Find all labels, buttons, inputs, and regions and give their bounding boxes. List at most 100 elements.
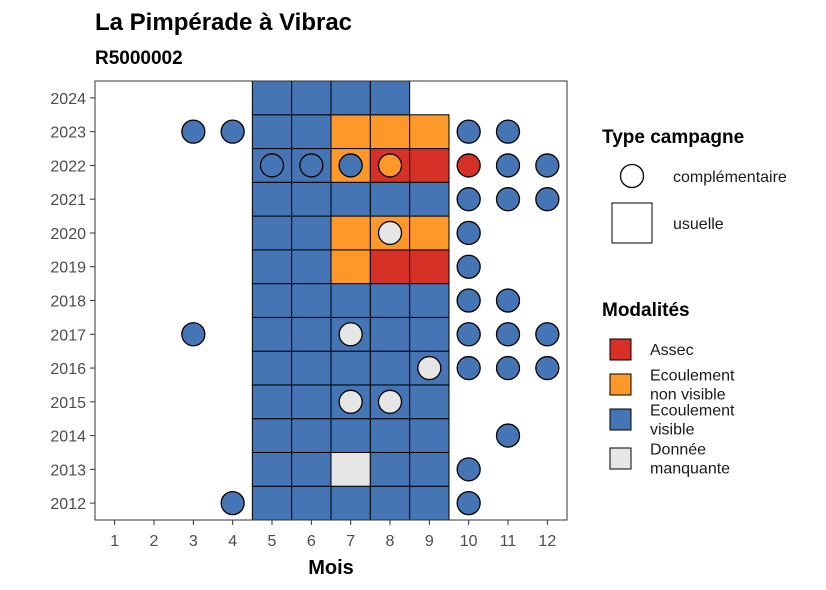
point-2013-10 bbox=[456, 457, 481, 482]
point-2017-3 bbox=[181, 322, 206, 347]
point-2012-4 bbox=[220, 490, 245, 516]
point-2023-3 bbox=[181, 119, 206, 144]
tile-2014-8 bbox=[369, 418, 411, 453]
legend-modalite-label-1-1: non visible bbox=[650, 387, 726, 404]
legend-modalite-label-2-0: Ecoulement bbox=[650, 403, 735, 420]
x-axis: 1 2 3 4 5 6 7 8 9 10 11 12 bbox=[110, 520, 556, 550]
x-tick-label-11: 11 bbox=[500, 533, 517, 550]
legend-type-title: Type campagne bbox=[602, 127, 744, 148]
point-2021-10 bbox=[456, 187, 481, 212]
point-2015-7 bbox=[338, 389, 363, 414]
tile-2021-6 bbox=[291, 181, 332, 217]
point-2017-11 bbox=[495, 322, 521, 347]
point-2016-11 bbox=[495, 355, 521, 381]
tile-2012-5 bbox=[251, 485, 293, 521]
tile-2019-9 bbox=[409, 249, 450, 285]
tile-2015-5 bbox=[251, 384, 293, 420]
legend-modalite-label-1-0: Ecoulement bbox=[650, 368, 735, 385]
point-2022-7 bbox=[338, 153, 363, 178]
tile-2019-5 bbox=[251, 249, 293, 285]
y-axis: 2012 2013 2014 2015 2016 2017 2018 2019 2020 2021… bbox=[50, 91, 95, 513]
tile-2021-7 bbox=[330, 181, 371, 217]
tile-2023-9 bbox=[409, 114, 450, 150]
point-2020-10 bbox=[456, 220, 481, 246]
tile-2018-8 bbox=[369, 283, 411, 318]
x-tick-label-6: 6 bbox=[307, 533, 316, 550]
y-tick-label-2023: 2023 bbox=[50, 125, 86, 142]
tile-2023-6 bbox=[291, 114, 332, 150]
tile-2018-9 bbox=[409, 283, 450, 318]
point-2020-8 bbox=[377, 220, 403, 246]
x-tick-label-1: 1 bbox=[110, 533, 119, 550]
tile-2024-5 bbox=[251, 80, 293, 116]
point-2019-10 bbox=[456, 254, 481, 279]
x-tick-label-9: 9 bbox=[425, 533, 434, 550]
tile-2020-9 bbox=[409, 215, 450, 251]
tile-2016-8 bbox=[369, 350, 411, 386]
x-tick-label-2: 2 bbox=[150, 533, 159, 550]
y-tick-label-2012: 2012 bbox=[50, 496, 86, 513]
tile-2014-5 bbox=[251, 418, 293, 453]
chart-subtitle: R5000002 bbox=[95, 48, 183, 69]
legend-modalites-title: Modalités bbox=[602, 300, 690, 321]
point-2015-8 bbox=[377, 389, 403, 414]
x-tick-label-10: 10 bbox=[460, 533, 478, 550]
y-tick-label-2013: 2013 bbox=[50, 462, 86, 479]
legend-type-label-complementaire: complémentaire bbox=[673, 169, 787, 186]
legend-circle-symbol bbox=[619, 163, 645, 189]
tile-2014-9 bbox=[409, 418, 450, 453]
tile-2013-5 bbox=[251, 451, 293, 487]
legend-square-symbol bbox=[611, 202, 653, 244]
tile-2023-8 bbox=[369, 114, 411, 150]
tile-2016-6 bbox=[291, 350, 332, 386]
tile-2013-8 bbox=[369, 451, 411, 487]
legend-modalite-label-3-0: Donnée bbox=[650, 442, 706, 459]
tile-2017-9 bbox=[409, 316, 450, 352]
point-2022-5 bbox=[259, 153, 285, 178]
tile-2017-5 bbox=[251, 316, 293, 352]
legend-swatch-0 bbox=[609, 338, 632, 361]
legend-type-label-usuelle: usuelle bbox=[673, 216, 724, 233]
tile-2013-7 bbox=[330, 451, 371, 487]
tile-2014-6 bbox=[291, 418, 332, 453]
tile-2016-7 bbox=[330, 350, 371, 386]
x-tick-label-7: 7 bbox=[346, 533, 355, 550]
tile-2020-5 bbox=[251, 215, 293, 251]
tile-2012-9 bbox=[409, 485, 450, 521]
point-2023-4 bbox=[220, 119, 245, 144]
complementaire-points bbox=[181, 119, 560, 516]
y-tick-label-2019: 2019 bbox=[50, 260, 86, 277]
tile-2019-7 bbox=[330, 249, 371, 285]
y-tick-label-2022: 2022 bbox=[50, 158, 86, 175]
tile-2018-5 bbox=[251, 283, 293, 318]
tile-2023-5 bbox=[251, 114, 293, 150]
point-2022-10 bbox=[456, 153, 481, 178]
y-tick-label-2024: 2024 bbox=[50, 91, 86, 108]
legend-modalite-label-0-0: Assec bbox=[650, 342, 694, 359]
point-2016-10 bbox=[456, 355, 481, 381]
y-tick-label-2016: 2016 bbox=[50, 361, 86, 378]
point-2017-10 bbox=[456, 322, 481, 347]
y-tick-label-2015: 2015 bbox=[50, 395, 86, 412]
y-tick-label-2014: 2014 bbox=[50, 429, 86, 446]
point-2016-12 bbox=[535, 355, 560, 381]
tile-2024-8 bbox=[369, 80, 411, 116]
point-2016-9 bbox=[417, 355, 442, 381]
point-2022-11 bbox=[495, 153, 521, 178]
point-2023-11 bbox=[495, 119, 521, 144]
x-tick-label-8: 8 bbox=[386, 533, 395, 550]
tile-2023-7 bbox=[330, 114, 371, 150]
usuelle-cells bbox=[251, 80, 450, 521]
tile-2019-8 bbox=[369, 249, 411, 285]
x-tick-label-5: 5 bbox=[268, 533, 277, 550]
tile-2015-9 bbox=[409, 384, 450, 420]
tile-2013-9 bbox=[409, 451, 450, 487]
point-2022-6 bbox=[299, 153, 324, 178]
tile-2012-8 bbox=[369, 485, 411, 521]
tile-2019-6 bbox=[291, 249, 332, 285]
tile-2022-9 bbox=[409, 148, 450, 183]
legend: Type campagne complémentaire usuelle Moda… bbox=[602, 127, 787, 478]
y-tick-label-2021: 2021 bbox=[50, 192, 86, 209]
tile-2013-6 bbox=[291, 451, 332, 487]
legend-modalite-label-2-1: visible bbox=[650, 422, 695, 439]
